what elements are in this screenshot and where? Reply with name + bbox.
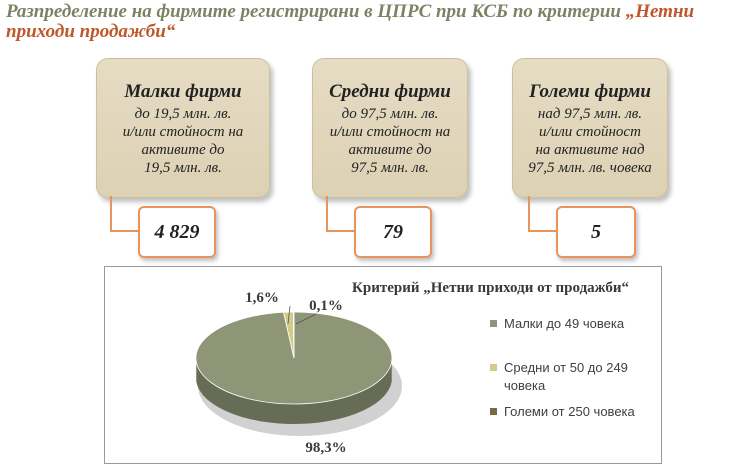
small-firms-desc-3: активите до bbox=[141, 142, 225, 158]
legend-label-1: Средни от 50 до 249 bbox=[504, 360, 628, 375]
small-firms-desc-2: и/или стойност на bbox=[122, 124, 244, 140]
pie-leader-2 bbox=[295, 313, 317, 325]
small-firms-desc-4: 19,5 млн. лв. bbox=[144, 160, 222, 176]
legend-label-2: Големи от 250 човека bbox=[504, 404, 636, 419]
page-title: Разпределение на фирмите регистрирани в … bbox=[6, 2, 736, 42]
large-firms-count: 5 bbox=[556, 206, 636, 258]
large-firms-desc-4: 97,5 млн. лв. човека bbox=[528, 160, 652, 176]
medium-firms-desc-2: и/или стойност на bbox=[329, 124, 451, 140]
medium-firms-desc-3: активите до bbox=[348, 142, 432, 158]
legend-marker-1 bbox=[490, 364, 497, 371]
legend-marker-2 bbox=[490, 408, 497, 415]
large-firms-title: Големи фирми bbox=[529, 81, 651, 102]
medium-firms-connector bbox=[326, 196, 356, 232]
pie-label-2: 0,1% bbox=[309, 298, 343, 314]
legend-label-1-cont: човека bbox=[504, 378, 546, 393]
medium-firms-desc-4: 97,5 млн. лв. bbox=[351, 160, 429, 176]
pie-label-1: 1,6% bbox=[245, 290, 279, 306]
pie-chart: 98,3% 1,6% 0,1% Критерий „Нетни приходи от… bbox=[195, 280, 636, 456]
medium-firms-box: Средни фирми до 97,5 млн. лв. и/или стой… bbox=[312, 58, 468, 198]
legend-marker-0 bbox=[490, 320, 497, 327]
legend-label-0: Малки до 49 човека bbox=[504, 316, 625, 331]
pie-label-0: 98,3% bbox=[305, 440, 346, 456]
large-firms-desc-3: на активите над bbox=[535, 142, 645, 158]
title-highlight: „Нетни приходи продажби“ bbox=[6, 1, 695, 42]
large-firms-box: Големи фирми над 97,5 млн. лв. и/или сто… bbox=[512, 58, 668, 198]
medium-firms-title: Средни фирми bbox=[329, 81, 451, 102]
chart-title: Критерий „Нетни приходи от продажби“ bbox=[352, 280, 629, 296]
medium-firms-count: 79 bbox=[354, 206, 432, 258]
small-firms-title: Малки фирми bbox=[124, 81, 242, 102]
title-main: Разпределение на фирмите регистрирани в … bbox=[6, 1, 626, 22]
pie-leader-1 bbox=[287, 305, 291, 325]
pie-slice-2 bbox=[292, 311, 295, 359]
large-firms-connector bbox=[528, 196, 558, 232]
small-firms-count: 4 829 bbox=[138, 206, 216, 258]
small-firms-connector bbox=[110, 196, 140, 232]
pie-side-0 bbox=[196, 361, 392, 424]
small-firms-box: Малки фирми до 19,5 млн. лв. и/или стойн… bbox=[96, 58, 270, 198]
large-firms-desc-1: над 97,5 млн. лв. bbox=[537, 106, 643, 122]
medium-firms-desc-1: до 97,5 млн. лв. bbox=[341, 106, 439, 122]
small-firms-desc-1: до 19,5 млн. лв. bbox=[134, 106, 232, 122]
large-firms-desc-2: и/или стойност bbox=[539, 124, 641, 140]
